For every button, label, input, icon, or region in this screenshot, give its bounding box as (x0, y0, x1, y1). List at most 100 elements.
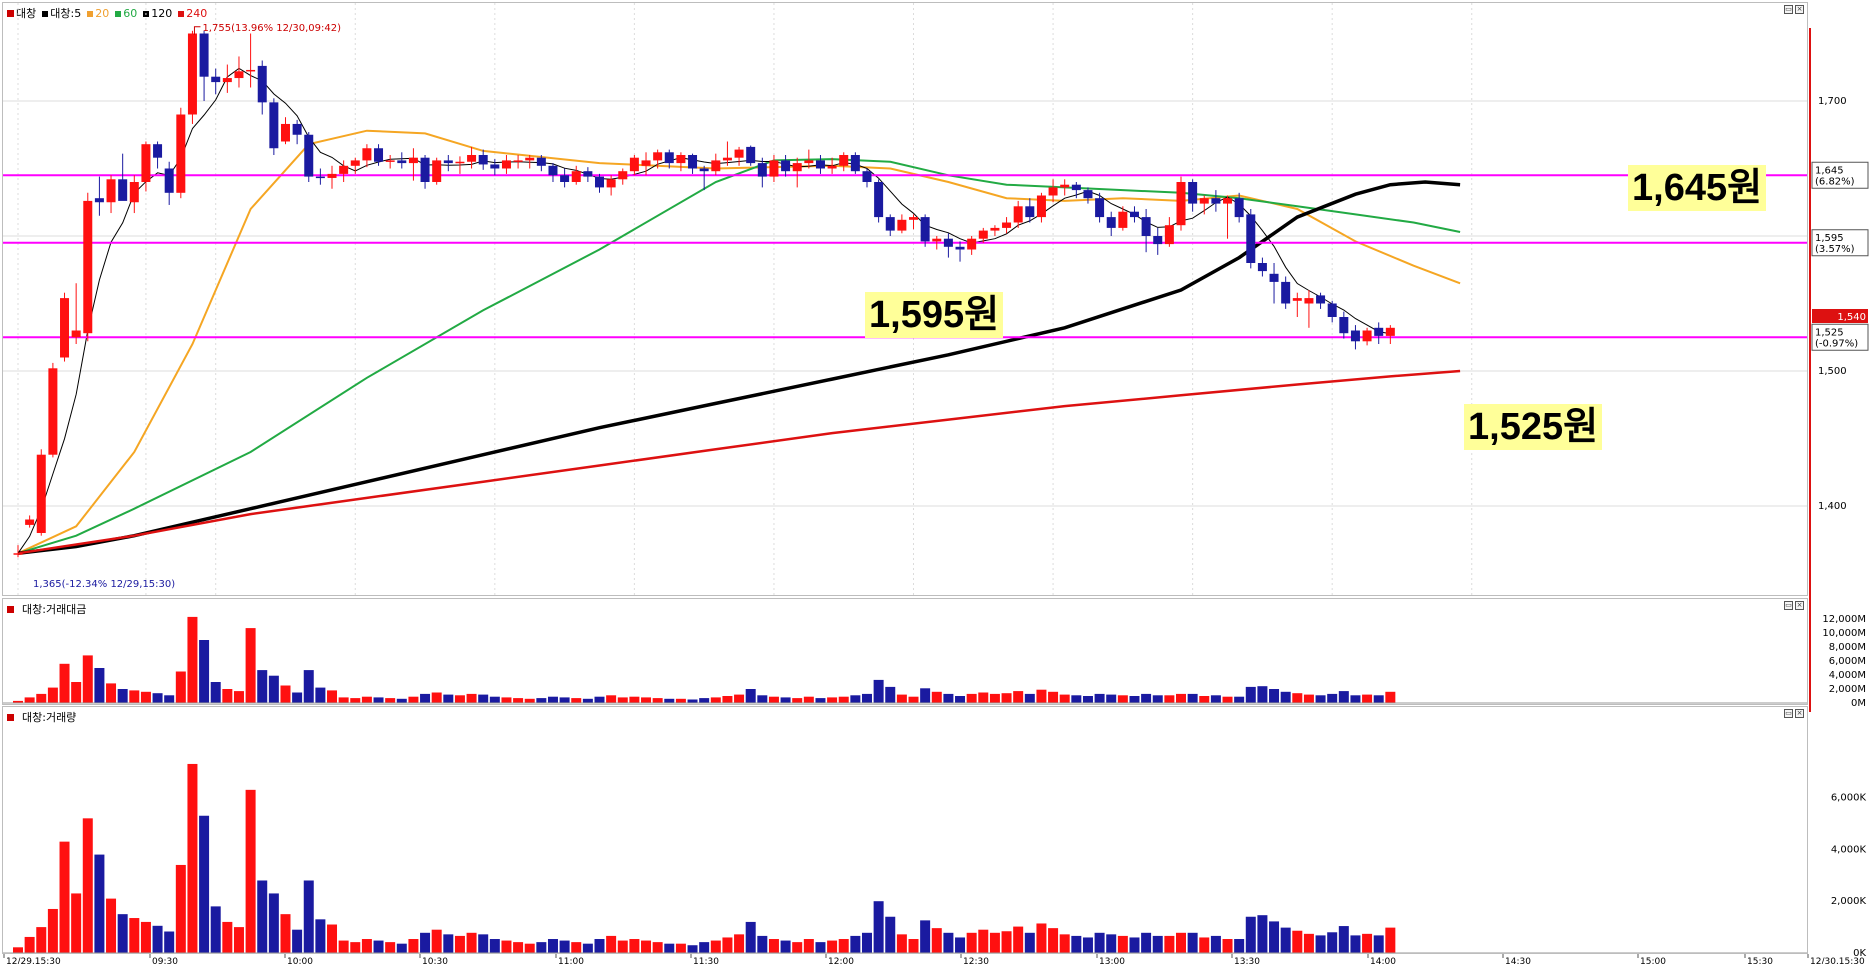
candle-body (1106, 217, 1116, 228)
price-tag-value: 1,645 (1815, 165, 1844, 176)
candle-body (1385, 327, 1395, 336)
qty-bar (524, 943, 535, 953)
amount-bar (1373, 695, 1384, 703)
qty-bar (350, 942, 361, 953)
candle-body (443, 160, 453, 164)
amount-bar (199, 640, 210, 703)
candle-body (955, 246, 965, 250)
qty-bar (931, 928, 942, 953)
qty-bar (710, 940, 721, 953)
candle-body (350, 160, 360, 166)
amount-bar (1164, 695, 1175, 703)
candle-body (699, 168, 709, 172)
amount-bar (873, 679, 884, 703)
amount-bar (606, 695, 617, 703)
time-label: 12:30 (963, 957, 989, 964)
qty-title: 대창:거래량 (22, 711, 77, 724)
qty-pane[interactable]: 대창:거래량 ▭ × (2, 706, 1808, 954)
price-plot[interactable]: 1,755(13.96% 12/30,09:42) 1,365(-12.34% 1… (3, 3, 1807, 595)
candle-body (94, 198, 104, 203)
amount-bar (396, 698, 407, 703)
amount-bar (722, 696, 733, 703)
qty-bar (978, 929, 989, 953)
qty-plot[interactable] (3, 707, 1807, 953)
amount-bar (1234, 696, 1245, 703)
qty-bar (629, 939, 640, 953)
candle-body (688, 155, 698, 169)
amount-bar (1117, 695, 1128, 703)
candle-body (583, 171, 593, 177)
qty-bar (454, 935, 465, 953)
candle-body (525, 157, 535, 161)
candle-body (1164, 225, 1174, 245)
price-pane[interactable]: 대창 대창:5 20 60 120 240 ▭ × 1,755(13.96% 12/30,… (2, 2, 1808, 596)
candle-body (595, 176, 604, 188)
candle-body (792, 163, 802, 172)
candle-body (571, 171, 581, 182)
candle-body (746, 146, 756, 164)
legend-item: 60 (115, 7, 137, 20)
candle-body (1199, 198, 1209, 204)
close-icon[interactable]: × (1795, 709, 1804, 718)
amount-bar (861, 693, 872, 703)
amount-bar (582, 698, 593, 703)
price-tag-pct: (6.82%) (1815, 176, 1855, 187)
amount-bar (1327, 693, 1338, 703)
amount-pane-buttons: ▭ × (1784, 601, 1804, 610)
amount-bar (59, 663, 70, 703)
candle-body (943, 238, 953, 247)
amount-bar (931, 691, 942, 703)
amount-pane[interactable]: 대창:거래대금 ▭ × (2, 598, 1808, 705)
qty-bar (1036, 923, 1047, 953)
qty-bar (420, 932, 431, 953)
amount-bar (431, 692, 442, 703)
qty-tick: 4,000K (1831, 844, 1867, 855)
amount-tick: 6,000M (1829, 656, 1866, 667)
qty-pane-buttons: ▭ × (1784, 709, 1804, 718)
qty-bar (443, 934, 454, 953)
qty-bar (594, 939, 605, 953)
candle-body (1223, 198, 1233, 204)
qty-bar (117, 914, 128, 953)
qty-bar (257, 880, 268, 953)
candle-body (1304, 298, 1314, 304)
qty-bar (1117, 935, 1128, 953)
minimize-icon[interactable]: ▭ (1784, 601, 1793, 610)
amount-plot[interactable] (3, 599, 1807, 704)
minimize-icon[interactable]: ▭ (1784, 709, 1793, 718)
candle-body (164, 168, 174, 193)
qty-bar (675, 943, 686, 953)
amount-bar (664, 698, 675, 703)
price-tag-pct: (3.57%) (1815, 244, 1855, 255)
amount-bar (280, 685, 291, 703)
amount-bar (187, 616, 198, 703)
candle-body (1095, 198, 1105, 218)
amount-bar (699, 698, 710, 703)
high-note: 1,755(13.96% 12/30,09:42) (202, 23, 341, 34)
price-tag-value: 1,525 (1815, 327, 1844, 338)
qty-bar (187, 763, 198, 953)
minimize-icon[interactable]: ▭ (1784, 5, 1793, 14)
candle-body (1048, 187, 1058, 196)
close-icon[interactable]: × (1795, 601, 1804, 610)
candle-body (653, 152, 663, 161)
amount-bar (466, 693, 477, 703)
qty-bar (734, 934, 745, 953)
candle-body (1362, 330, 1372, 342)
close-icon[interactable]: × (1795, 5, 1804, 14)
amount-bar (24, 697, 35, 703)
candle-body (1211, 198, 1221, 204)
qty-bar (850, 935, 861, 953)
candle-body (25, 519, 35, 525)
time-label: 15:30 (1747, 957, 1773, 964)
qty-bar (1245, 916, 1256, 953)
candle-body (455, 161, 465, 164)
candle-body (246, 69, 256, 72)
candle-body (71, 330, 81, 338)
qty-bar (106, 898, 117, 953)
qty-bar (815, 942, 826, 953)
amount-bar (943, 693, 954, 703)
candle-body (234, 71, 244, 79)
candle-body (781, 160, 791, 172)
amount-bar (82, 655, 93, 703)
